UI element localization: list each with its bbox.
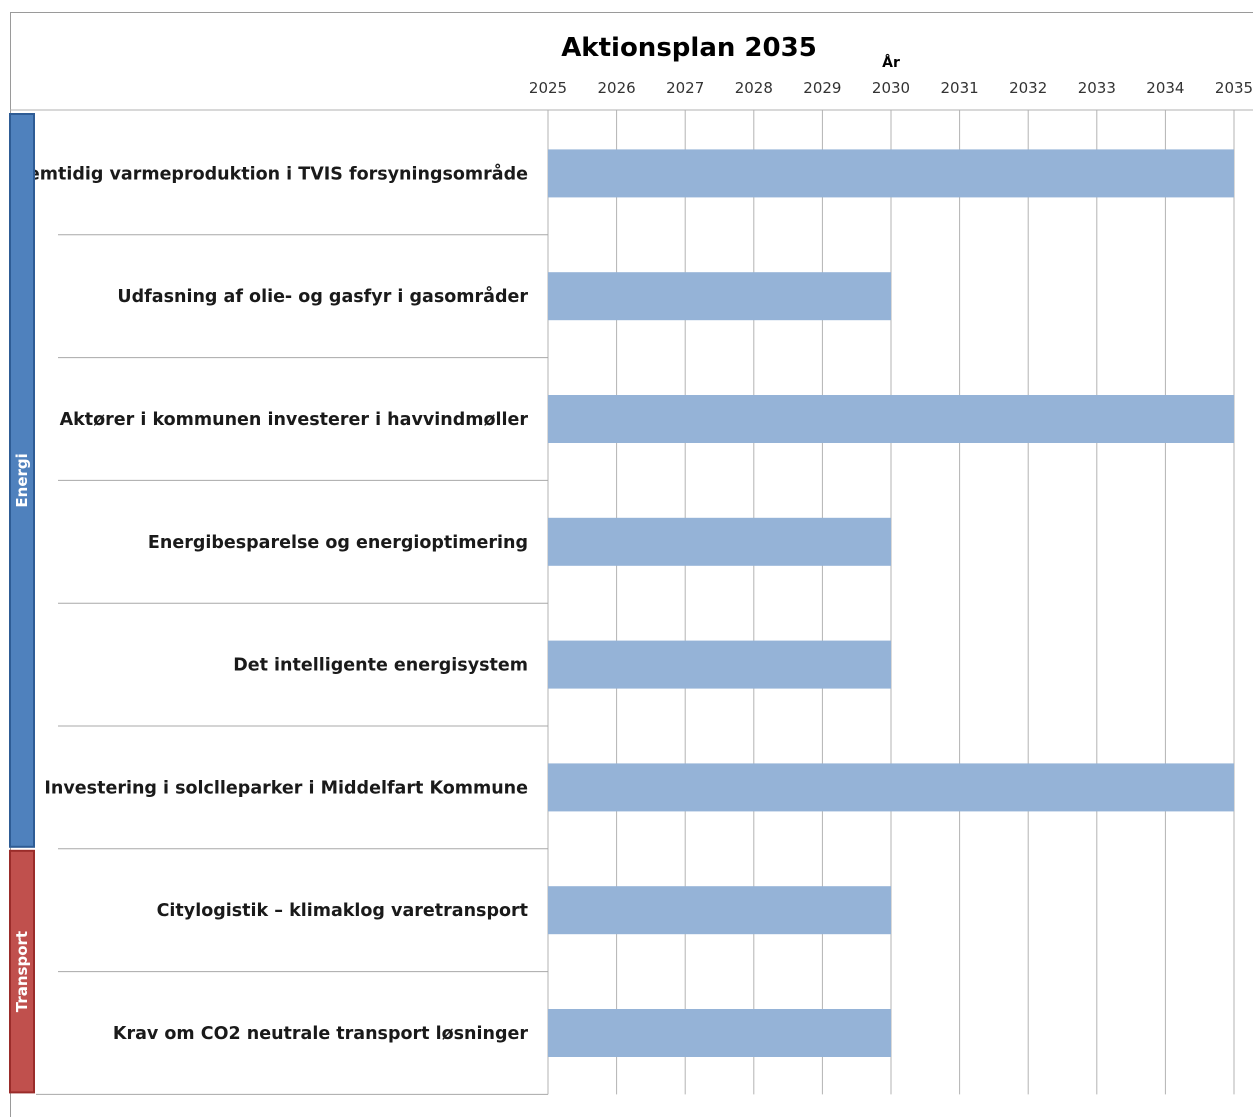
x-tick-2034: 2034 xyxy=(1146,79,1184,97)
x-tick-2027: 2027 xyxy=(666,79,704,97)
x-tick-2026: 2026 xyxy=(598,79,636,97)
x-tick-2035: 2035 xyxy=(1215,79,1253,97)
x-tick-labels: 2025 2026 2027 2028 2029 2030 2031 2032 2033 2034… xyxy=(529,79,1253,97)
group-band-energi xyxy=(9,113,35,848)
task-bar xyxy=(548,149,1234,198)
x-tick-2025: 2025 xyxy=(529,79,567,97)
task-bars xyxy=(548,149,1234,1057)
x-tick-2031: 2031 xyxy=(941,79,979,97)
grid-lines xyxy=(10,109,1253,1095)
task-label: Det intelligente energisystem xyxy=(233,656,528,676)
task-bar xyxy=(548,1009,891,1057)
task-bar xyxy=(548,272,891,321)
row-separators xyxy=(36,234,548,1095)
task-bar xyxy=(548,886,891,935)
task-label: Fremtidig varmeproduktion i TVIS forsyni… xyxy=(8,162,528,184)
x-tick-2032: 2032 xyxy=(1009,79,1047,97)
x-tick-2030: 2030 xyxy=(872,79,910,97)
task-label: Aktører i kommunen investerer i havvindm… xyxy=(60,410,529,430)
task-labels: Fremtidig varmeproduktion i TVIS forsyni… xyxy=(8,162,528,1044)
task-bar xyxy=(548,395,1234,443)
x-tick-2033: 2033 xyxy=(1078,79,1116,97)
task-label: Udfasning af olie- og gasfyr i gasområde… xyxy=(117,285,528,307)
task-label: Citylogistik – klimaklog varetransport xyxy=(157,901,528,921)
group-band-transport xyxy=(9,849,35,1094)
task-bar xyxy=(548,640,891,689)
group-label-energi: Energi xyxy=(13,453,31,507)
group-label-transport: Transport xyxy=(13,931,31,1012)
x-tick-2029: 2029 xyxy=(803,79,841,97)
x-axis-title: År xyxy=(882,54,900,71)
group-bands: Energi Transport xyxy=(9,113,35,1094)
chart-title: Aktionsplan 2035 xyxy=(561,33,817,63)
task-label: Investering i solclleparker i Middelfart… xyxy=(44,778,528,798)
task-bar xyxy=(548,517,891,566)
x-tick-2028: 2028 xyxy=(735,79,773,97)
task-label: Energibesparelse og energioptimering xyxy=(148,533,528,553)
task-bar xyxy=(548,763,1234,812)
task-label: Krav om CO2 neutrale transport løsninger xyxy=(113,1024,528,1044)
